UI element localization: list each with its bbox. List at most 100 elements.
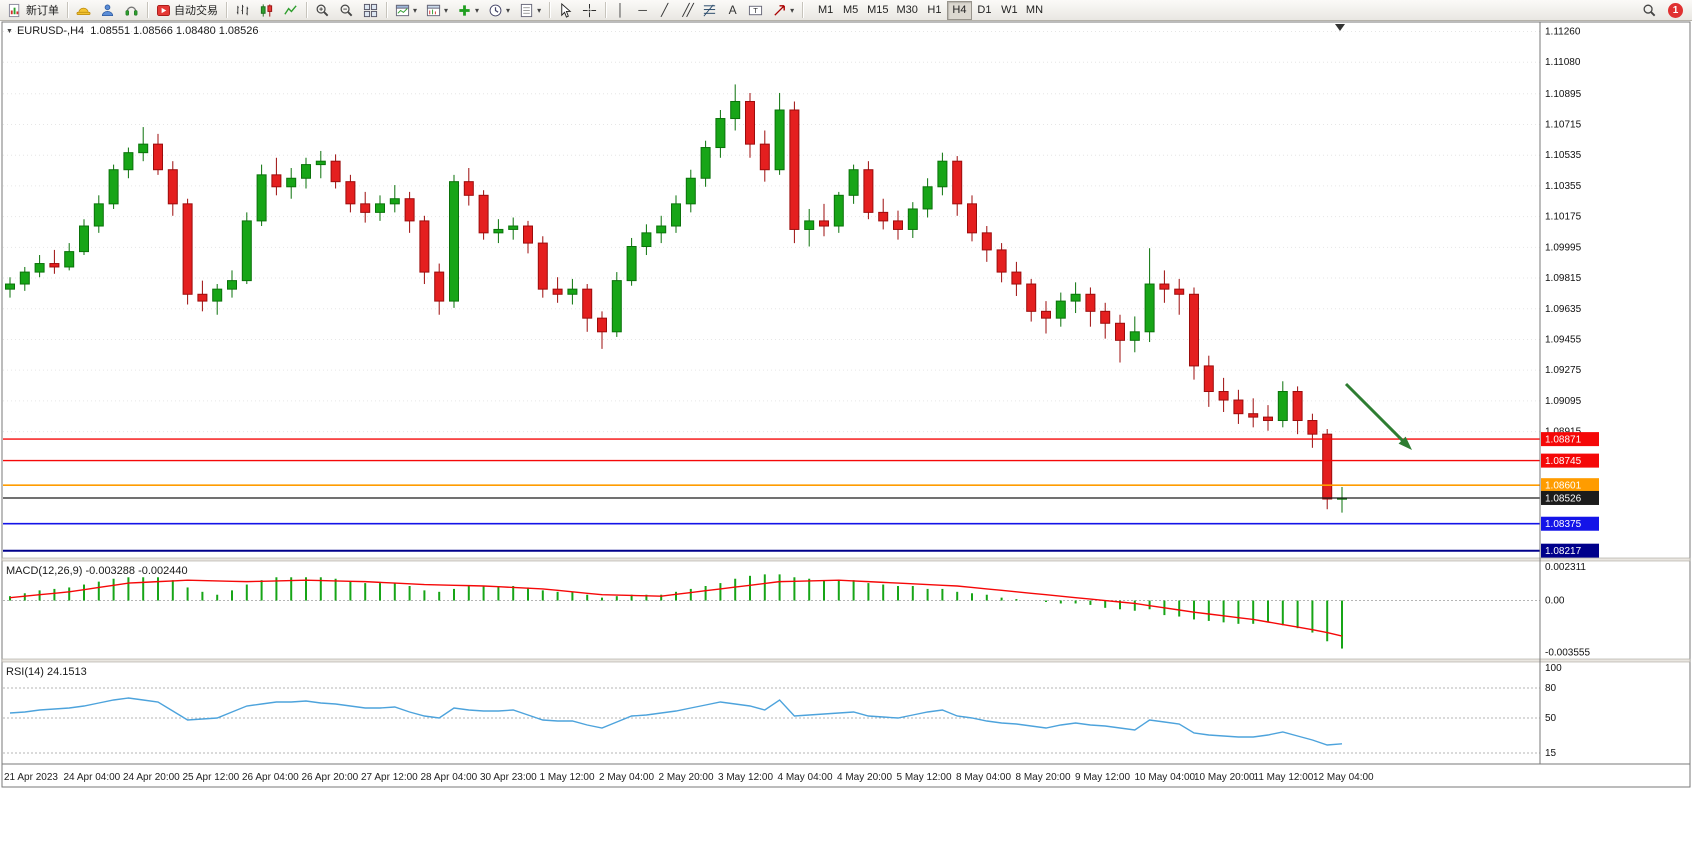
text-label-icon: T	[749, 5, 763, 15]
community-button[interactable]	[96, 1, 119, 20]
svg-text:25 Apr 12:00: 25 Apr 12:00	[183, 772, 240, 783]
macd-indicator-label: MACD(12,26,9) -0.003288 -0.002440	[6, 565, 188, 577]
templates-button[interactable]: ▾	[515, 1, 545, 20]
hline-objects[interactable]	[3, 438, 1540, 552]
new-chart-button[interactable]: ▾	[391, 1, 421, 20]
svg-text:4 May 04:00: 4 May 04:00	[778, 772, 833, 783]
new-order-icon	[8, 3, 20, 17]
symbol-timeframe-label: EURUSD-,H4	[16, 25, 85, 37]
timeframe-m30-button[interactable]: M30	[893, 1, 922, 20]
toolbar-separator	[386, 2, 387, 18]
macd-layer	[3, 574, 1540, 649]
svg-text:1.08871: 1.08871	[1545, 435, 1582, 446]
svg-text:27 Apr 12:00: 27 Apr 12:00	[361, 772, 418, 783]
svg-text:30 Apr 23:00: 30 Apr 23:00	[480, 772, 537, 783]
fibonacci-button[interactable]	[698, 1, 721, 20]
svg-text:26 Apr 20:00: 26 Apr 20:00	[302, 772, 359, 783]
autotrading-icon	[157, 4, 170, 16]
svg-text:1 May 12:00: 1 May 12:00	[540, 772, 595, 783]
support-button[interactable]	[120, 1, 143, 20]
timeframe-h1-button[interactable]: H1	[922, 1, 947, 20]
svg-text:3 May 12:00: 3 May 12:00	[718, 772, 773, 783]
annotations[interactable]	[1335, 24, 1412, 450]
timeframe-m1-button[interactable]: M1	[813, 1, 838, 20]
timeframe-m15-button[interactable]: M15	[863, 1, 892, 20]
bar-chart-icon	[236, 4, 249, 15]
candlestick-chart-button[interactable]	[255, 1, 278, 20]
svg-text:1.09635: 1.09635	[1545, 304, 1582, 315]
notification-badge[interactable]: 1	[1668, 2, 1683, 18]
toolbar-separator	[549, 2, 551, 18]
label-button[interactable]: T	[744, 1, 767, 20]
svg-text:1.08217: 1.08217	[1545, 546, 1582, 557]
new-order-button[interactable]: 新订单	[4, 1, 63, 20]
vertical-line-icon: │	[616, 2, 625, 17]
rsi-indicator-label: RSI(14) 24.1513	[6, 666, 87, 678]
indicators-button[interactable]: ▾	[453, 1, 483, 20]
timeframe-h4-button[interactable]: H4	[946, 0, 972, 20]
dropdown-arrow: ▾	[537, 5, 542, 15]
svg-text:1.08745: 1.08745	[1545, 456, 1582, 467]
zoom-in-button[interactable]	[311, 1, 334, 20]
svg-text:2 May 20:00: 2 May 20:00	[659, 772, 714, 783]
autotrading-button[interactable]: 自动交易	[152, 1, 222, 20]
zoom-in-icon	[316, 4, 329, 16]
svg-text:21 Apr 2023: 21 Apr 2023	[4, 772, 58, 783]
trendline-button[interactable]: ╱	[654, 1, 675, 20]
svg-text:-0.003555: -0.003555	[1545, 647, 1590, 658]
svg-text:2 May 04:00: 2 May 04:00	[599, 772, 654, 783]
macd-values: -0.003288 -0.002440	[85, 565, 188, 577]
svg-text:1.08601: 1.08601	[1545, 481, 1582, 492]
time-axis: 21 Apr 2023 24 Apr 04:00 24 Apr 20:00 25 Ap…	[4, 772, 1374, 783]
svg-text:26 Apr 04:00: 26 Apr 04:00	[242, 772, 299, 783]
svg-text:T: T	[753, 5, 758, 14]
toolbar-separator	[802, 2, 804, 18]
channel-icon: ╱╱	[682, 2, 693, 17]
zoom-out-button[interactable]	[335, 1, 358, 20]
svg-text:1.08526: 1.08526	[1545, 493, 1582, 504]
cursor-button[interactable]	[554, 1, 577, 20]
periods-button[interactable]: ▾	[484, 1, 514, 20]
vline-button[interactable]: │	[610, 1, 631, 20]
timeframe-m5-button[interactable]: M5	[838, 1, 863, 20]
svg-text:0.00: 0.00	[1545, 596, 1565, 607]
dropdown-arrow: ▾	[444, 5, 449, 15]
svg-text:1.08375: 1.08375	[1545, 519, 1582, 530]
cursor-icon	[561, 2, 572, 18]
one-click-trading-toggle[interactable]: ▼	[6, 28, 13, 35]
channel-button[interactable]: ╱╱	[676, 1, 697, 20]
dropdown-arrow: ▾	[475, 5, 480, 15]
autotrading-label: 自动交易	[174, 5, 218, 17]
svg-text:1.09995: 1.09995	[1545, 242, 1582, 253]
metaeditor-button[interactable]	[72, 1, 95, 20]
timeframe-mn-button[interactable]: MN	[1022, 1, 1047, 20]
toolbar-separator	[306, 2, 307, 18]
svg-text:1.11080: 1.11080	[1545, 57, 1581, 68]
svg-text:8 May 20:00: 8 May 20:00	[1016, 772, 1071, 783]
crosshair-icon	[583, 3, 597, 17]
toolbar-separator	[67, 2, 68, 18]
toolbar-separator	[605, 2, 607, 18]
svg-text:24 Apr 20:00: 24 Apr 20:00	[123, 772, 180, 783]
svg-text:10 May 04:00: 10 May 04:00	[1135, 772, 1196, 783]
hline-button[interactable]: ─	[632, 1, 653, 20]
svg-text:24 Apr 04:00: 24 Apr 04:00	[64, 772, 121, 783]
svg-text:1.08915: 1.08915	[1545, 427, 1582, 438]
svg-text:1.10175: 1.10175	[1545, 212, 1582, 223]
svg-text:12 May 04:00: 12 May 04:00	[1313, 772, 1374, 783]
bar-chart-button[interactable]	[231, 1, 254, 20]
line-chart-button[interactable]	[279, 1, 302, 20]
svg-text:100: 100	[1545, 663, 1562, 674]
dropdown-arrow: ▾	[413, 5, 418, 15]
tile-windows-button[interactable]	[359, 1, 382, 20]
arrows-button[interactable]: ▾	[768, 1, 798, 20]
profiles-button[interactable]: ▾	[422, 1, 452, 20]
search-button[interactable]	[1638, 1, 1661, 20]
timeframe-w1-button[interactable]: W1	[997, 1, 1022, 20]
svg-text:1.10355: 1.10355	[1545, 181, 1582, 192]
svg-text:50: 50	[1545, 713, 1557, 724]
text-button[interactable]: A	[722, 1, 743, 20]
timeframe-d1-button[interactable]: D1	[972, 1, 997, 20]
crosshair-button[interactable]	[578, 1, 601, 20]
